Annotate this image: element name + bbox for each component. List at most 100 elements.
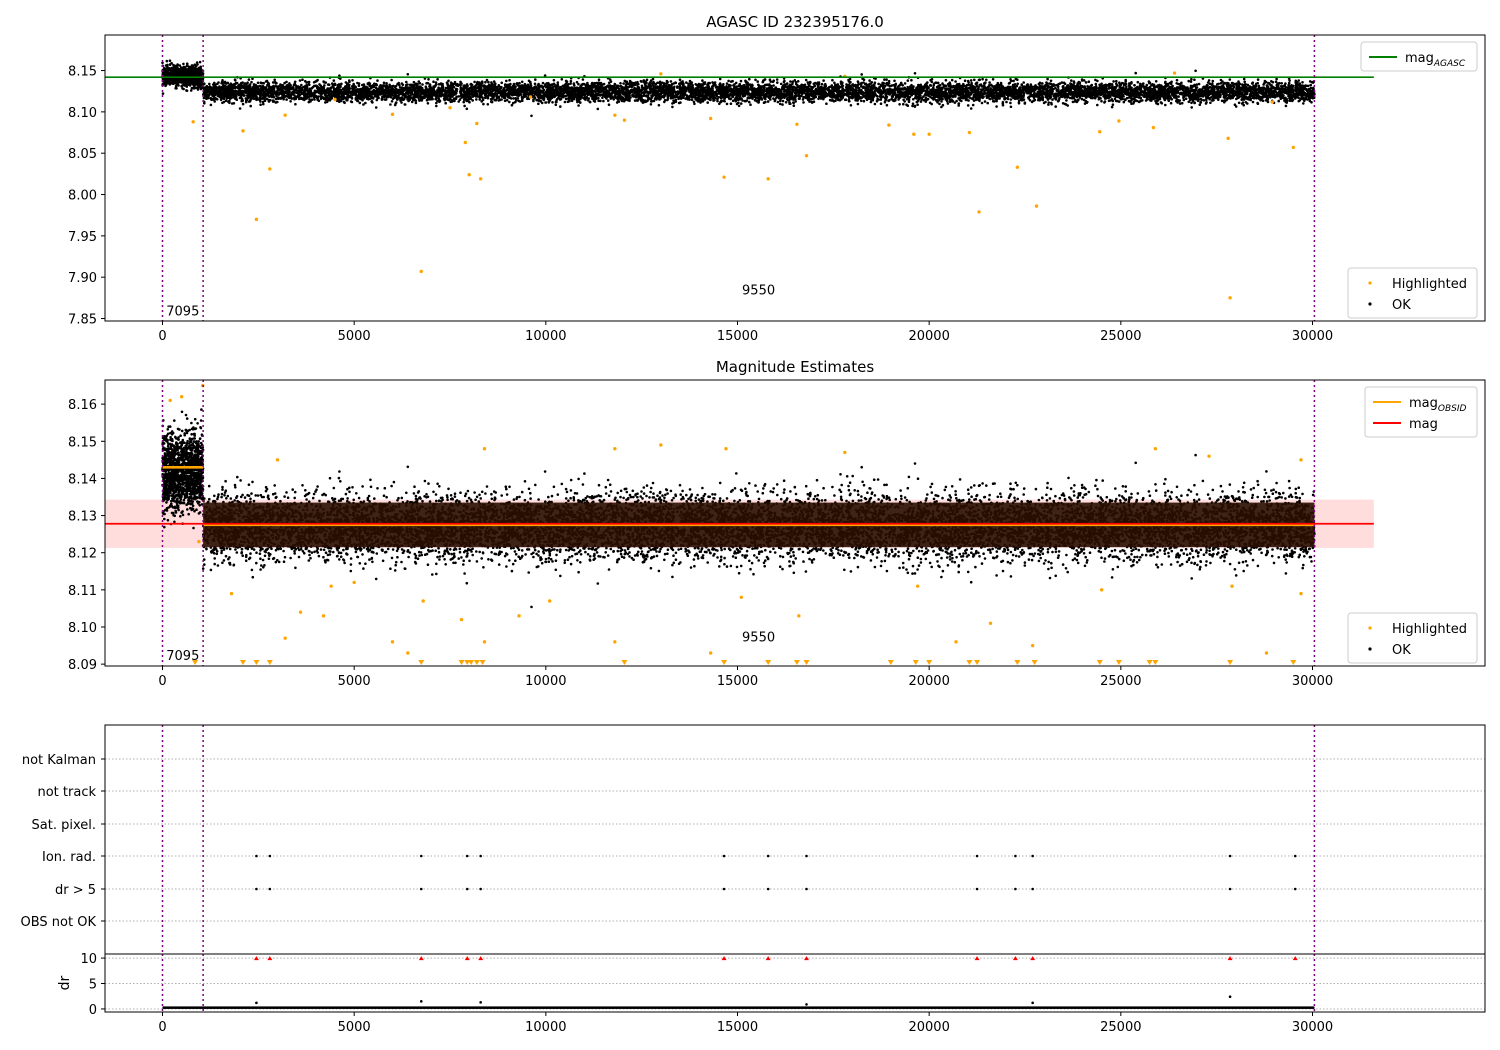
panel-2-highlighted-point [229,591,234,596]
panel-1-frame [104,34,1486,322]
panel-2-highlighted-point [797,614,801,618]
panel-1-highlighted-point [722,175,726,179]
panel-2-clipped-marker [464,660,471,665]
panel-1-highlighted-point [419,269,423,274]
panel-2-obsid-label: 7095 [166,649,199,664]
panel-1-ytick-label: 8.00 [68,189,97,204]
panel-4-outlier-point [419,1000,423,1003]
panel-1-highlighted-point [254,217,259,222]
panel-2-ytick-label: 8.10 [68,621,97,636]
panel-2-highlighted-point [954,640,958,644]
panel-2-clipped-marker [793,660,800,665]
panel-3-flag-point [1014,854,1017,858]
panel-1-legend-dot-marker [1368,281,1372,285]
panel-4-ytick-label: 5 [89,978,97,993]
panel-2-obsid-label: 9550 [742,630,775,645]
panel-1-highlighted-point [1034,204,1039,208]
panel-3-flags-plot-area [105,725,1485,954]
panel-2-clipped-marker [1096,660,1103,665]
panel-2-ok-points [161,408,205,530]
panel-2-ytick-label: 8.13 [68,510,97,525]
panel-2-clipped-marker [887,660,894,665]
panel-1-highlighted-point [1172,71,1177,75]
panel-2-axes: 0 5000 10000 15000 20000 25000 30000 8.09 8.10 8.… [68,379,1486,689]
panel-2-highlighted-point [390,640,395,644]
panel-2-highlighted-point [283,636,287,640]
panel-1-legend-bottom: Highlighted OK [1347,267,1478,319]
panel-1-highlighted-point [1228,296,1232,300]
panel-1-highlighted-point [1291,145,1296,150]
panel-1-xtick-label: 0 [158,329,166,344]
panel-2-clipped-marker [912,660,919,665]
panel-1-highlighted-point [268,167,272,171]
panel-4-xtick-label: 10000 [525,1020,566,1035]
panel-2-highlighted-point [421,599,425,603]
panel-1-highlighted-point [613,113,617,117]
panel-2-clipped-marker [192,660,199,665]
panel-4-xtick-label: 25000 [1100,1020,1141,1035]
panel-2-highlighted-point [843,450,847,455]
panel-2-ytick-label: 8.11 [68,584,97,599]
panel-1-highlighted-point [528,95,533,99]
panel-4-outlier-point [479,1001,482,1004]
panel-3-flag-point [255,887,258,891]
panel-3-flag-point [465,887,469,891]
panel-2-ytick-label: 8.09 [68,658,97,673]
panel-4-outlier-point [1228,995,1232,999]
panel-4-xtick-label: 20000 [908,1020,949,1035]
panel-3-flag-point [722,887,726,891]
panel-2-legend-dot-marker [1368,647,1372,651]
panel-1-xtick-label: 15000 [717,329,758,344]
panel-1-highlighted-point [390,112,395,117]
panel-2-clipped-marker [926,660,933,665]
panel-2-clipped-marker [1031,660,1038,665]
panel-1-highlighted-point [1098,130,1102,134]
panel-2-highlighted-point [547,599,552,603]
panel-2-xtick-label: 25000 [1100,674,1141,689]
panel-1-highlighted-point [475,121,479,126]
panel-1-ytick-label: 8.05 [68,147,97,162]
panel-2-highlighted-point [613,640,617,644]
panel-2-ytick-label: 8.12 [68,547,97,562]
panel-4-xtick-label: 0 [158,1020,166,1035]
panel-2-legend-box [1364,386,1478,438]
panel-2-plot-area: 7095 9550 [105,380,1374,666]
panel-3-flag-point [1293,854,1297,858]
panel-1-highlighted-point [804,153,809,158]
panel-3-flag-point [1014,887,1017,891]
panel-1-highlighted-point [766,177,770,181]
panel-1-xtick-label: 25000 [1100,329,1141,344]
panel-4-ytick-label: 0 [89,1003,97,1018]
panel-4-clip-marker [253,956,259,961]
panel-4-outlier-point [805,1003,808,1006]
panel-4-ylabel: dr [57,975,73,990]
panel-3-flag-point [766,887,770,891]
panel-1-highlighted-point [448,106,452,110]
panel-4-outlier-point [255,1001,258,1005]
panel-2-clipped-marker [1290,660,1297,665]
panel-1-highlighted-point [622,118,627,122]
panel-2-highlighted-point [197,539,201,544]
panel-1-highlighted-point [1151,125,1156,130]
panel-1-highlighted-point [795,122,799,126]
panel-4-clip-marker [464,956,470,961]
panel-3-flag-point [419,887,423,891]
panel-3-flag-point [722,854,726,858]
panel-1-highlighted-point [467,172,471,177]
panel-4-clip-marker [804,956,809,961]
panel-2-legend-box [1347,612,1478,664]
panel-2-highlighted-point [1207,454,1211,458]
panel-3-flag-point [1031,887,1034,891]
panel-1-ytick-label: 8.10 [68,106,97,121]
panel-4-baseline-points [162,1006,1315,1009]
panel-3-flag-point [975,854,979,858]
panel-1-legend-label: Highlighted [1392,277,1467,292]
panel-1-highlighted-point [659,72,663,76]
panel-2-highlighted-point [988,621,993,625]
panel-2-highlighted-point [1230,584,1234,588]
panel-2-highlighted-point [329,584,333,588]
panel-2-clipped-marker [468,660,475,665]
panel-1-obsid-label: 9550 [742,284,775,299]
panel-2-ytick-label: 8.16 [68,398,97,413]
panel-3-category-label: not Kalman [22,753,96,768]
